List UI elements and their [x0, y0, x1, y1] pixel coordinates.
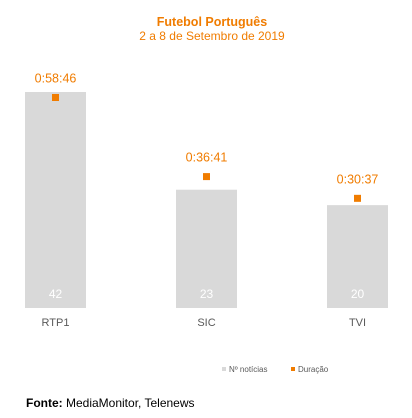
bar-value-rtp1: 42: [49, 287, 63, 301]
duration-marker-rtp1: [52, 93, 59, 101]
chart-subtitle: 2 a 8 de Setembro de 2019: [139, 29, 285, 43]
legend-label-duracao: Duração: [298, 365, 329, 374]
duration-marker-tvi: [354, 194, 361, 202]
legend-swatch-duracao: [291, 367, 295, 371]
legend-label-noticias: Nº notícias: [229, 365, 268, 374]
category-label-sic: SIC: [197, 317, 215, 329]
bar-tvi: [327, 205, 388, 308]
source-text: MediaMonitor, Telenews: [62, 396, 195, 410]
legend-swatch-noticias: [222, 367, 226, 371]
category-label-tvi: TVI: [349, 317, 366, 329]
bar-sic: [176, 189, 237, 308]
chart-title: Futebol Português: [157, 15, 267, 29]
source-note: Fonte: MediaMonitor, Telenews: [26, 396, 195, 410]
source-label: Fonte:: [26, 396, 63, 410]
category-label-rtp1: RTP1: [42, 317, 70, 329]
duration-label-rtp1: 0:58:46: [35, 71, 77, 85]
duration-label-sic: 0:36:41: [186, 151, 228, 165]
bars-layer: 42 RTP1 0:58:46 23 SIC 0:36:41 20 TVI 0:30:37: [25, 71, 388, 329]
legend: Nº notícias Duração: [222, 365, 329, 374]
bar-rtp1: [25, 92, 86, 308]
bar-value-tvi: 20: [351, 287, 365, 301]
duration-marker-sic: [203, 173, 210, 181]
bar-value-sic: 23: [200, 287, 214, 301]
duration-label-tvi: 0:30:37: [337, 172, 379, 186]
